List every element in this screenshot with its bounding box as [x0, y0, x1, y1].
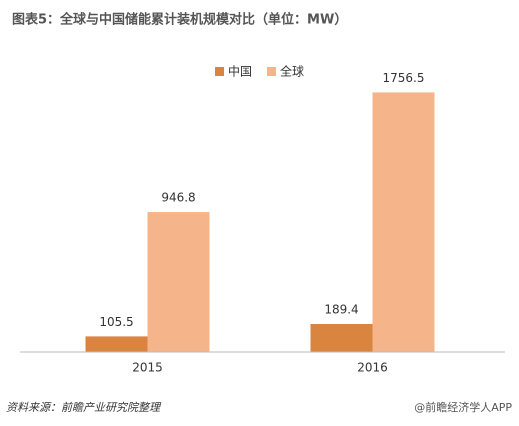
- legend-label: 中国: [228, 64, 252, 79]
- credit: @前瞻经济学人APP: [414, 400, 512, 414]
- bar: [147, 212, 210, 352]
- legend-label: 全球: [280, 64, 304, 79]
- bar: [85, 336, 148, 352]
- value-label: 105.5: [99, 315, 133, 329]
- value-label: 946.8: [161, 191, 195, 205]
- value-label: 1756.5: [383, 71, 425, 85]
- legend-swatch: [215, 67, 224, 76]
- value-label: 189.4: [324, 303, 358, 317]
- chart-title: 图表5：全球与中国储能累计装机规模对比（单位：MW）: [12, 12, 347, 28]
- legend-swatch: [267, 67, 276, 76]
- x-tick-label: 2016: [357, 361, 388, 375]
- bar: [372, 92, 435, 352]
- bar: [310, 324, 373, 352]
- source-note: 资料来源：前瞻产业研究院整理: [6, 401, 162, 414]
- x-tick-label: 2015: [132, 361, 163, 375]
